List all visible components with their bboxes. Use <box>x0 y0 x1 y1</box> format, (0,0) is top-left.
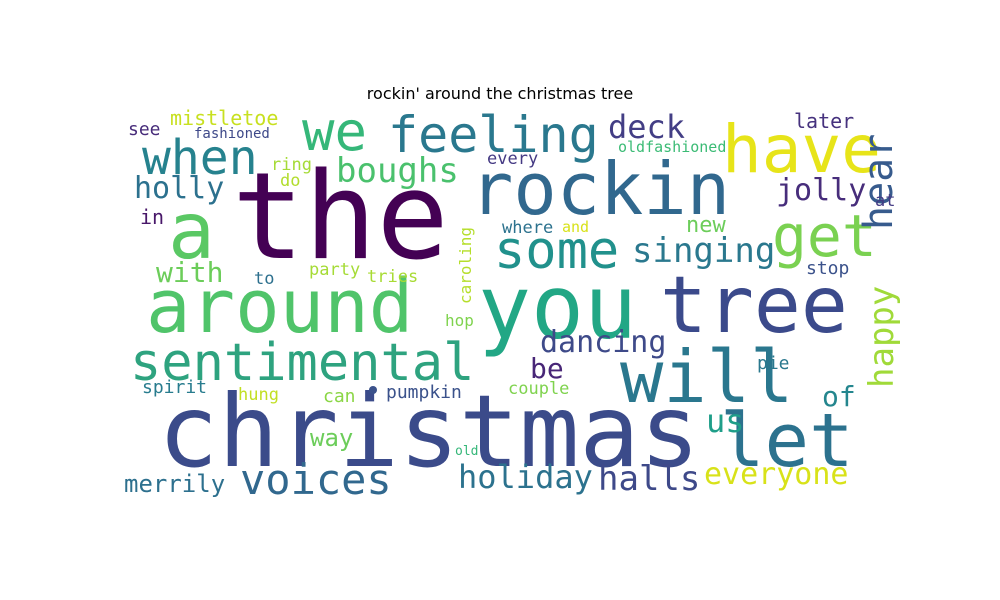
word-you: you <box>478 256 637 359</box>
word-couple: couple <box>508 379 569 399</box>
word-halls: halls <box>598 459 700 499</box>
word-some: some <box>494 221 619 281</box>
word-tries: tries <box>367 267 418 287</box>
word-will: will <box>620 335 793 419</box>
word-oldfashioned: oldfashioned <box>618 138 726 156</box>
word-spirit: spirit <box>142 377 207 398</box>
word-old: old <box>455 444 478 459</box>
word-holiday: holiday <box>458 458 593 496</box>
word-stop: stop <box>806 258 849 279</box>
word-in: in <box>140 205 164 229</box>
word-fashioned: fashioned <box>194 126 270 142</box>
word-singing: singing <box>632 231 775 271</box>
word-we: we <box>302 100 367 163</box>
word-new: new <box>686 213 726 238</box>
word-see: see <box>128 119 161 140</box>
word-rockin: rockin <box>470 147 730 231</box>
word-mistletoe: mistletoe <box>170 106 278 130</box>
word-way: way <box>310 424 353 452</box>
word-happy: happy <box>862 286 902 388</box>
word-to: to <box>254 269 274 289</box>
word-hear: hear <box>856 134 902 230</box>
word-where: where <box>502 218 553 238</box>
word-everyone: everyone <box>704 457 849 492</box>
word-around: around <box>146 264 413 350</box>
word-pumpkin: pumpkin <box>386 382 462 403</box>
word-christmas: christmas <box>158 373 700 490</box>
word-feeling: feeling <box>388 106 599 164</box>
word-every: every <box>487 149 538 169</box>
word-be: be <box>530 352 564 385</box>
word-dancing: dancing <box>540 325 666 360</box>
word-of: of <box>822 380 856 413</box>
word-holly: holly <box>134 171 224 206</box>
word-tree: tree <box>660 261 848 351</box>
word-party: party <box>309 260 360 280</box>
word-sentimental: sentimental <box>130 333 474 393</box>
word-can: can <box>323 386 356 407</box>
word-hung: hung <box>238 385 279 405</box>
word-jolly: jolly <box>776 173 866 208</box>
word-do: do <box>280 171 300 191</box>
word-hop: hop <box>445 311 474 330</box>
word-have: have <box>722 111 881 188</box>
chart-title: rockin' around the christmas tree <box>366 84 634 103</box>
word-and: and <box>562 218 589 236</box>
word-with: with <box>156 256 223 289</box>
word-pie: pie <box>757 353 790 374</box>
word-at: at <box>875 191 895 211</box>
word-the: the <box>232 148 449 287</box>
dot-mark <box>369 386 377 394</box>
word-boughs: boughs <box>336 151 459 191</box>
word-let: let <box>720 398 854 484</box>
word-get: get <box>772 202 877 270</box>
word-caroling: caroling <box>456 227 475 304</box>
word-voices: voices <box>240 455 392 504</box>
word-deck: deck <box>608 108 685 146</box>
word-a: a <box>168 187 215 277</box>
word-when: when <box>142 130 258 186</box>
word-us: us <box>706 402 745 440</box>
word-merrily: merrily <box>124 470 225 498</box>
word-ring: ring <box>271 155 312 175</box>
word-later: later <box>794 109 854 133</box>
